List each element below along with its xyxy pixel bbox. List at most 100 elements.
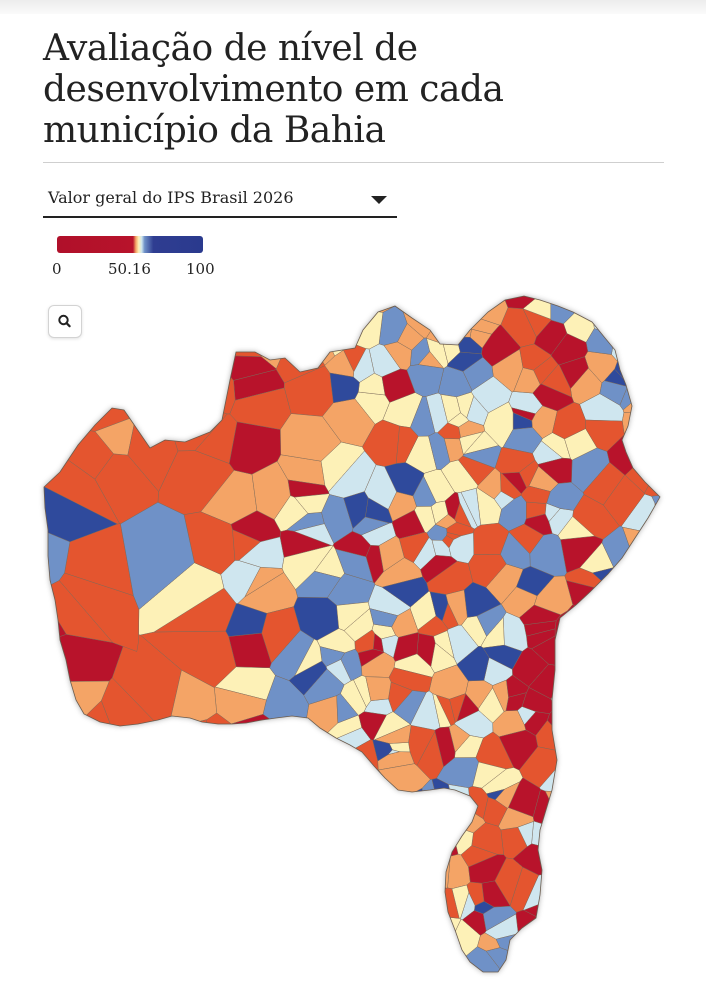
municipality-cell[interactable] bbox=[150, 914, 208, 990]
municipality-cell[interactable] bbox=[428, 664, 469, 700]
municipality-cell[interactable] bbox=[494, 857, 523, 907]
municipality-cell[interactable] bbox=[538, 941, 564, 976]
municipality-cell[interactable] bbox=[329, 753, 359, 780]
municipality-cell[interactable] bbox=[402, 848, 430, 874]
municipality-cell[interactable] bbox=[207, 290, 262, 335]
municipality-cell[interactable] bbox=[30, 318, 106, 378]
municipality-cell[interactable] bbox=[605, 690, 630, 736]
municipality-cell[interactable] bbox=[472, 761, 507, 789]
municipality-cell[interactable] bbox=[570, 770, 598, 802]
municipality-cell[interactable] bbox=[654, 661, 681, 710]
municipality-cell[interactable] bbox=[663, 898, 680, 931]
municipality-cell[interactable] bbox=[302, 321, 336, 366]
municipality-cell[interactable] bbox=[515, 909, 559, 950]
municipality-cell[interactable] bbox=[366, 855, 401, 877]
municipality-cell[interactable] bbox=[322, 777, 356, 817]
municipality-cell[interactable] bbox=[619, 946, 648, 990]
municipality-cell[interactable] bbox=[651, 868, 680, 899]
municipality-cell[interactable] bbox=[363, 869, 393, 894]
municipality-cell[interactable] bbox=[294, 493, 330, 514]
municipality-cell[interactable] bbox=[568, 833, 594, 885]
municipality-cell[interactable] bbox=[555, 929, 591, 960]
municipality-cell[interactable] bbox=[517, 821, 534, 847]
municipality-cell[interactable] bbox=[648, 456, 670, 476]
municipality-cell[interactable] bbox=[295, 849, 325, 872]
municipality-cell[interactable] bbox=[247, 767, 285, 814]
municipality-cell[interactable] bbox=[231, 714, 291, 761]
municipality-cell[interactable] bbox=[159, 891, 228, 922]
municipality-cell[interactable] bbox=[365, 676, 392, 701]
municipality-cell[interactable] bbox=[618, 703, 663, 734]
municipality-cell[interactable] bbox=[345, 942, 373, 966]
municipality-cell[interactable] bbox=[404, 897, 421, 928]
municipality-cell[interactable] bbox=[604, 649, 636, 697]
municipality-cell[interactable] bbox=[362, 948, 392, 959]
municipality-cell[interactable] bbox=[624, 813, 652, 833]
municipality-cell[interactable] bbox=[253, 841, 299, 882]
municipality-cell[interactable] bbox=[449, 304, 463, 329]
municipality-cell[interactable] bbox=[615, 731, 680, 758]
municipality-cell[interactable] bbox=[486, 788, 506, 801]
municipality-cell[interactable] bbox=[410, 870, 447, 899]
municipality-cell[interactable] bbox=[576, 735, 610, 778]
municipality-cell[interactable] bbox=[77, 370, 146, 432]
municipality-cell[interactable] bbox=[580, 869, 622, 900]
municipality-cell[interactable] bbox=[326, 878, 367, 911]
municipality-cell[interactable] bbox=[30, 290, 78, 337]
municipality-cell[interactable] bbox=[506, 674, 530, 698]
municipality-cell[interactable] bbox=[391, 817, 425, 842]
municipality-cell[interactable] bbox=[643, 964, 680, 990]
municipality-cell[interactable] bbox=[527, 969, 558, 990]
municipality-cell[interactable] bbox=[448, 532, 475, 564]
municipality-cell[interactable] bbox=[644, 473, 680, 497]
municipality-cell[interactable] bbox=[644, 594, 663, 612]
municipality-cell[interactable] bbox=[378, 535, 405, 572]
municipality-cell[interactable] bbox=[303, 767, 331, 804]
municipality-cell[interactable] bbox=[257, 891, 303, 946]
municipality-cell[interactable] bbox=[436, 825, 459, 857]
municipality-cell[interactable] bbox=[596, 765, 626, 794]
municipality-cell[interactable] bbox=[412, 890, 445, 908]
municipality-cell[interactable] bbox=[513, 367, 541, 394]
municipality-cell[interactable] bbox=[397, 323, 425, 351]
municipality-cell[interactable] bbox=[390, 901, 418, 936]
municipality-cell[interactable] bbox=[581, 941, 609, 966]
municipality-cell[interactable] bbox=[615, 577, 647, 634]
municipality-cell[interactable] bbox=[303, 290, 354, 334]
municipality-cell[interactable] bbox=[562, 290, 618, 312]
municipality-cell[interactable] bbox=[381, 576, 430, 608]
municipality-cell[interactable] bbox=[316, 943, 353, 972]
municipality-cell[interactable] bbox=[374, 835, 396, 861]
municipality-cell[interactable] bbox=[385, 879, 413, 904]
municipality-cell[interactable] bbox=[348, 307, 384, 350]
municipality-cell[interactable] bbox=[498, 729, 539, 771]
municipality-cell[interactable] bbox=[283, 782, 309, 805]
municipality-cell[interactable] bbox=[393, 690, 427, 725]
municipality-cell[interactable] bbox=[596, 290, 632, 326]
municipality-cell[interactable] bbox=[628, 600, 661, 640]
municipality-cell[interactable] bbox=[651, 539, 680, 578]
municipality-cell[interactable] bbox=[557, 516, 596, 540]
municipality-cell[interactable] bbox=[395, 840, 415, 863]
municipality-cell[interactable] bbox=[460, 488, 481, 528]
municipality-cell[interactable] bbox=[588, 835, 614, 871]
municipality-cell[interactable] bbox=[198, 737, 262, 801]
municipality-cell[interactable] bbox=[556, 896, 583, 926]
municipality-cell[interactable] bbox=[411, 897, 427, 917]
municipality-cell[interactable] bbox=[474, 901, 495, 915]
municipality-cell[interactable] bbox=[563, 744, 590, 776]
municipality-cell[interactable] bbox=[309, 968, 361, 990]
municipality-cell[interactable] bbox=[626, 825, 678, 849]
municipality-cell[interactable] bbox=[503, 611, 528, 652]
municipality-cell[interactable] bbox=[448, 723, 471, 753]
municipality-cell[interactable] bbox=[30, 752, 115, 820]
municipality-cell[interactable] bbox=[575, 679, 609, 713]
municipality-cell[interactable] bbox=[547, 875, 558, 901]
municipality-cell[interactable] bbox=[301, 943, 329, 990]
indicator-select[interactable]: Valor geral do IPS Brasil 2026 bbox=[43, 182, 397, 218]
municipality-cell[interactable] bbox=[304, 730, 338, 778]
municipality-cell[interactable] bbox=[448, 784, 472, 816]
municipality-cell[interactable] bbox=[416, 908, 434, 931]
municipality-cell[interactable] bbox=[594, 965, 628, 991]
municipality-cell[interactable] bbox=[451, 884, 470, 920]
